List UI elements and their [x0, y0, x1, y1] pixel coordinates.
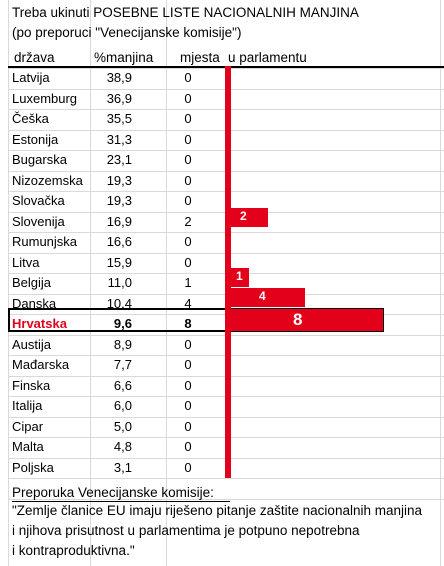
country-cell[interactable]: Litva: [12, 254, 40, 270]
percent-cell[interactable]: 36,9: [106, 90, 132, 106]
country-cell[interactable]: Finska: [12, 377, 51, 393]
seats-cell[interactable]: 8: [184, 316, 192, 331]
sheet-title: Treba ukinuti POSEBNE LISTE NACIONALNIH …: [12, 5, 359, 20]
percent-cell[interactable]: 23,1: [106, 152, 132, 167]
seats-cell[interactable]: 1: [184, 275, 192, 290]
seats-cell[interactable]: 0: [184, 131, 192, 147]
country-cell[interactable]: Poljska: [12, 459, 54, 475]
seats-cell[interactable]: 4: [184, 295, 192, 311]
seats-cell[interactable]: 0: [184, 439, 192, 454]
bar-slovenija: 2: [231, 208, 268, 227]
country-cell[interactable]: Hrvatska: [12, 316, 67, 331]
chart-axis: [225, 66, 231, 478]
country-cell[interactable]: Malta: [12, 439, 44, 454]
seats-cell[interactable]: 0: [184, 418, 192, 434]
percent-cell[interactable]: 3,1: [113, 459, 132, 475]
country-cell[interactable]: Luxemburg: [12, 90, 78, 106]
header-percent: %manjina: [94, 50, 154, 65]
country-cell[interactable]: Cipar: [12, 418, 44, 434]
grid-column-line: [166, 0, 167, 566]
percent-cell[interactable]: 11,0: [107, 275, 132, 290]
percent-cell[interactable]: 4,8: [113, 439, 132, 454]
bar-label: 1: [236, 269, 243, 283]
seats-cell[interactable]: 0: [184, 459, 192, 475]
percent-cell[interactable]: 9,6: [113, 316, 132, 331]
country-cell[interactable]: Bugarska: [12, 152, 67, 167]
recommendation-line-2: i njihova prisutnost u parlamentima je p…: [12, 523, 360, 538]
seats-cell[interactable]: 0: [184, 357, 192, 372]
seats-cell[interactable]: 0: [184, 70, 192, 85]
country-cell[interactable]: Austija: [12, 336, 52, 352]
seats-cell[interactable]: 0: [184, 90, 192, 106]
percent-cell[interactable]: 6,6: [113, 377, 132, 393]
country-cell[interactable]: Rumunjska: [12, 234, 78, 249]
percent-cell[interactable]: 8,9: [113, 336, 132, 352]
highlight-row-border: [8, 308, 384, 332]
seats-cell[interactable]: 0: [184, 172, 192, 188]
country-cell[interactable]: Slovenija: [12, 213, 65, 229]
seats-cell[interactable]: 0: [184, 336, 192, 352]
bar-belgija: 1: [231, 268, 249, 287]
recommendation-heading: Preporuka Venecijanske komisije:: [12, 485, 214, 500]
percent-cell[interactable]: 7,7: [113, 357, 132, 372]
header-seats: mjesta: [180, 50, 220, 65]
bar-label: 2: [240, 209, 247, 223]
seats-cell[interactable]: 0: [184, 111, 192, 126]
grid-column-line: [440, 0, 441, 566]
seats-cell[interactable]: 0: [184, 254, 192, 270]
recommendation-line-1: "Zemlje članice EU imaju riješeno pitanj…: [12, 503, 422, 518]
grid-column-line: [8, 0, 9, 566]
grid-row-line: [8, 498, 444, 500]
seats-cell[interactable]: 0: [184, 377, 192, 393]
percent-cell[interactable]: 16,9: [106, 213, 132, 229]
bar-danska: 4: [231, 288, 305, 307]
percent-cell[interactable]: 38,9: [106, 70, 132, 85]
seats-cell[interactable]: 2: [184, 213, 192, 229]
percent-cell[interactable]: 10,4: [106, 295, 132, 311]
sheet-subtitle: (po preporuci "Venecijanske komisije"): [12, 25, 242, 40]
country-cell[interactable]: Latvija: [12, 70, 50, 85]
bar-label: 4: [259, 289, 266, 303]
country-cell[interactable]: Slovačka: [12, 193, 65, 208]
seats-cell[interactable]: 0: [184, 152, 192, 167]
country-cell[interactable]: Nizozemska: [12, 172, 83, 188]
percent-cell[interactable]: 19,3: [106, 193, 132, 208]
percent-cell[interactable]: 19,3: [106, 172, 132, 188]
seats-cell[interactable]: 0: [184, 193, 192, 208]
country-cell[interactable]: Estonija: [12, 131, 59, 147]
seats-cell[interactable]: 0: [184, 234, 192, 249]
country-cell[interactable]: Belgija: [12, 275, 52, 290]
recommendation-line-3: i kontraproduktivna.": [12, 543, 135, 558]
percent-cell[interactable]: 31,3: [106, 131, 132, 147]
header-parliament: u parlamentu: [228, 50, 307, 65]
percent-cell[interactable]: 6,0: [113, 398, 132, 413]
country-cell[interactable]: Češka: [12, 111, 49, 126]
percent-cell[interactable]: 35,5: [106, 111, 132, 126]
grid-row-line: [8, 478, 444, 479]
percent-cell[interactable]: 16,6: [106, 234, 132, 249]
seats-cell[interactable]: 0: [184, 398, 192, 413]
heading-underline: [12, 501, 230, 502]
grid-column-line: [90, 0, 91, 566]
header-country: država: [14, 50, 55, 65]
country-cell[interactable]: Mađarska: [12, 357, 70, 372]
bar-hrvatska: 8: [231, 309, 383, 331]
bar-label: 8: [293, 310, 303, 329]
percent-cell[interactable]: 5,0: [113, 418, 132, 434]
country-cell[interactable]: Italija: [12, 398, 43, 413]
country-cell[interactable]: Danska: [12, 295, 57, 311]
percent-cell[interactable]: 15,9: [106, 254, 132, 270]
